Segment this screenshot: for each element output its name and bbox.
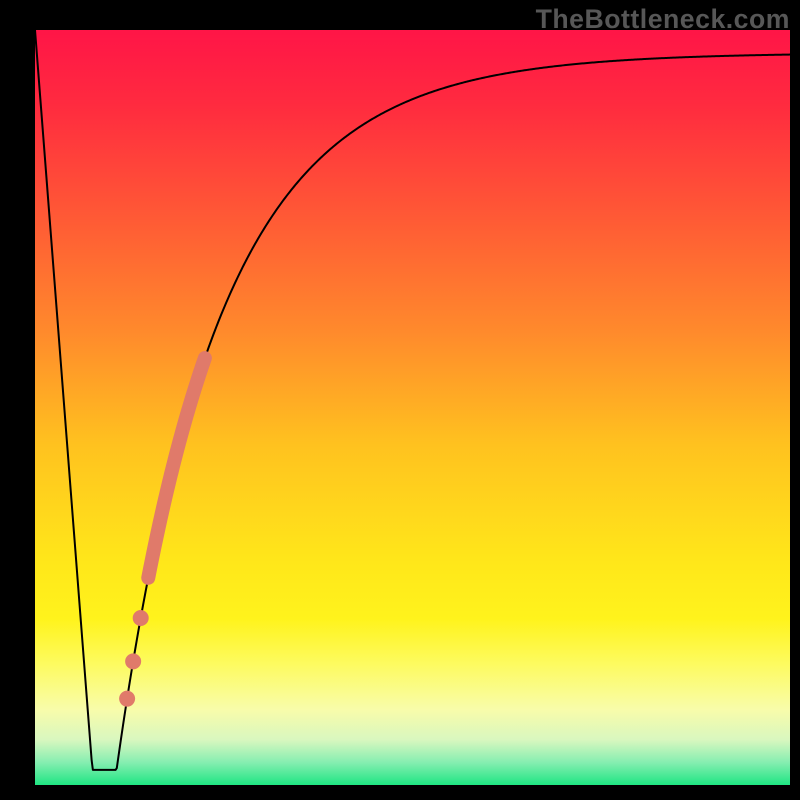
highlight-dot (125, 653, 141, 669)
chart-stage: TheBottleneck.com (0, 0, 800, 800)
bottleneck-chart (0, 0, 800, 800)
watermark-text: TheBottleneck.com (536, 4, 790, 35)
gradient-background (35, 30, 790, 785)
highlight-dot (133, 610, 149, 626)
highlight-dot (119, 691, 135, 707)
